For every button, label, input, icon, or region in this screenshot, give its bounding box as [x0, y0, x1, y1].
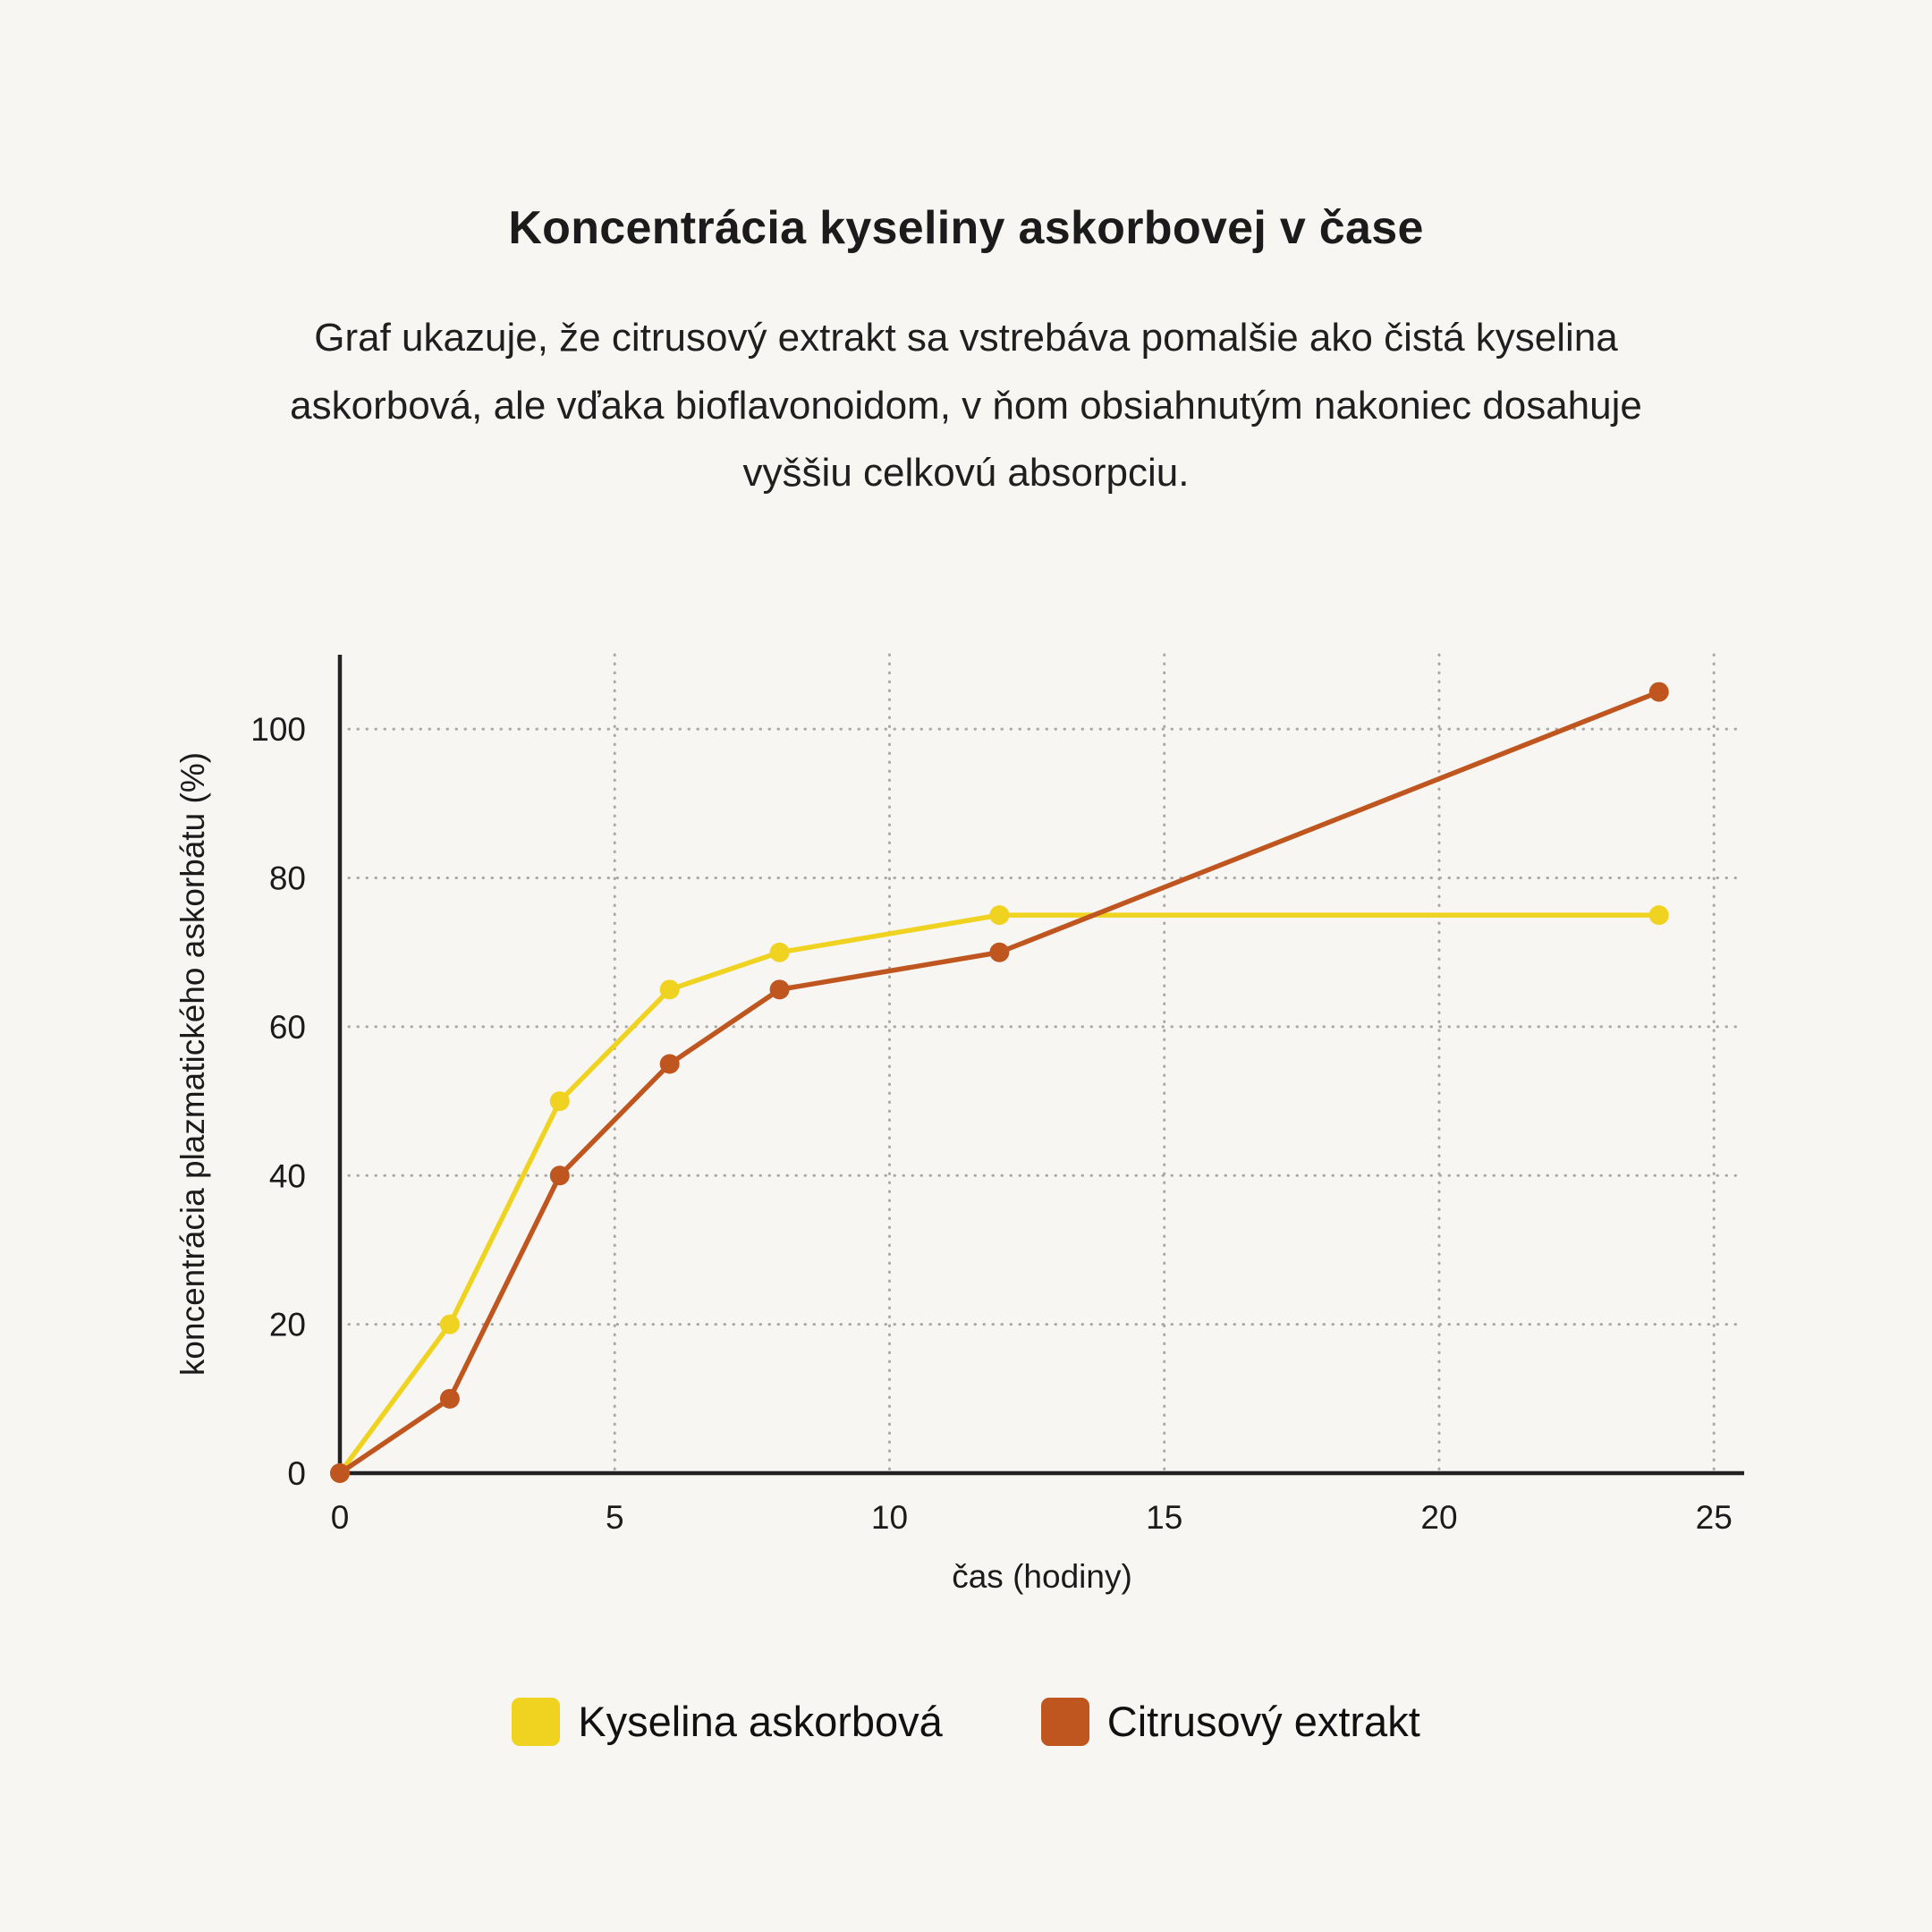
data-point	[769, 979, 790, 1000]
data-point	[439, 1388, 460, 1409]
y-tick-label: 80	[269, 860, 306, 897]
y-tick-label: 0	[287, 1455, 306, 1492]
data-point	[659, 979, 680, 1000]
line-chart: 0 5 10 15 20 25 0 20 40 60 80 100 čas (hodiny) koncen…	[174, 653, 1746, 1595]
x-tick-label: 10	[871, 1499, 908, 1536]
data-point	[439, 1314, 460, 1335]
gridlines	[338, 653, 1746, 1475]
tick-labels: 0 5 10 15 20 25 0 20 40 60 80 100	[250, 711, 1733, 1536]
y-tick-label: 20	[269, 1307, 306, 1343]
y-tick-label: 40	[269, 1157, 306, 1194]
series-citrusov-extrakt	[330, 682, 1669, 1484]
legend-swatch	[512, 1697, 561, 1746]
legend-swatch	[1040, 1697, 1089, 1746]
y-tick-label: 100	[250, 711, 306, 748]
x-tick-label: 20	[1420, 1499, 1457, 1536]
chart-area: 0 5 10 15 20 25 0 20 40 60 80 100 čas (hodiny) koncen…	[0, 601, 1932, 1652]
chart-subtitle: Graf ukazuje, že citrusový extrakt sa vs…	[290, 316, 1642, 496]
data-point	[989, 905, 1010, 926]
data-point	[1648, 682, 1669, 702]
series-line	[337, 912, 1662, 1476]
y-axis-label: koncentrácia plazmatického askorbátu (%)	[174, 752, 211, 1376]
legend-label: Citrusový extrakt	[1106, 1698, 1420, 1746]
data-point	[330, 1463, 350, 1484]
data-point	[549, 1091, 570, 1112]
legend-label: Kyselina askorbová	[578, 1698, 943, 1746]
legend-item-kyselina-askorbov: Kyselina askorbová	[512, 1697, 943, 1746]
data-point	[1648, 905, 1669, 926]
data-point	[989, 942, 1010, 962]
x-tick-label: 15	[1146, 1499, 1182, 1536]
axes	[337, 655, 1744, 1476]
legend-item-citrusov-extrakt: Citrusový extrakt	[1040, 1697, 1420, 1746]
data-point	[769, 942, 790, 962]
x-tick-label: 0	[331, 1499, 350, 1536]
x-tick-label: 25	[1696, 1499, 1733, 1536]
data-point	[659, 1054, 680, 1074]
chart-legend: Kyselina askorbová Citrusový extrakt	[0, 1697, 1932, 1746]
series-line	[337, 689, 1662, 1476]
chart-title: Koncentrácia kyseliny askorbovej v čase	[508, 202, 1424, 254]
data-point	[549, 1165, 570, 1186]
y-tick-label: 60	[269, 1009, 306, 1046]
x-axis-label: čas (hodiny)	[952, 1558, 1132, 1595]
x-tick-label: 5	[606, 1499, 624, 1536]
series-kyselina-askorbov	[330, 905, 1669, 1484]
